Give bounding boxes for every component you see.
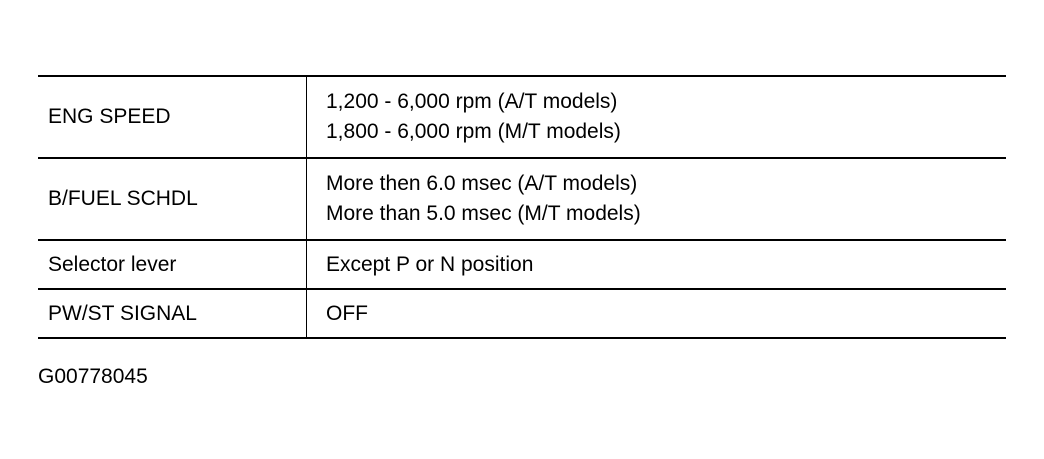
row-value: Except P or N position [326, 252, 534, 276]
table-row: PW/ST SIGNAL OFF [38, 289, 1006, 338]
row-label: ENG SPEED [38, 76, 307, 158]
table-row: Selector lever Except P or N position [38, 240, 1006, 289]
figure-code: G00778045 [38, 365, 148, 388]
row-label: PW/ST SIGNAL [38, 289, 307, 338]
table-row: B/FUEL SCHDL More then 6.0 msec (A/T mod… [38, 158, 1006, 240]
row-label: B/FUEL SCHDL [38, 158, 307, 240]
value-line: 1,800 - 6,000 rpm (M/T models) [326, 120, 621, 143]
row-label: Selector lever [38, 240, 307, 289]
conditions-table: ENG SPEED 1,200 - 6,000 rpm (A/T models)… [38, 75, 1006, 339]
row-value: 1,200 - 6,000 rpm (A/T models) 1,800 - 6… [307, 76, 1007, 158]
row-value: More then 6.0 msec (A/T models) More tha… [307, 158, 1007, 240]
row-value: OFF [326, 301, 368, 325]
value-line: More than 5.0 msec (M/T models) [326, 202, 641, 225]
value-line: More then 6.0 msec (A/T models) [326, 172, 638, 195]
value-line: 1,200 - 6,000 rpm (A/T models) [326, 90, 618, 113]
table-row: ENG SPEED 1,200 - 6,000 rpm (A/T models)… [38, 76, 1006, 158]
